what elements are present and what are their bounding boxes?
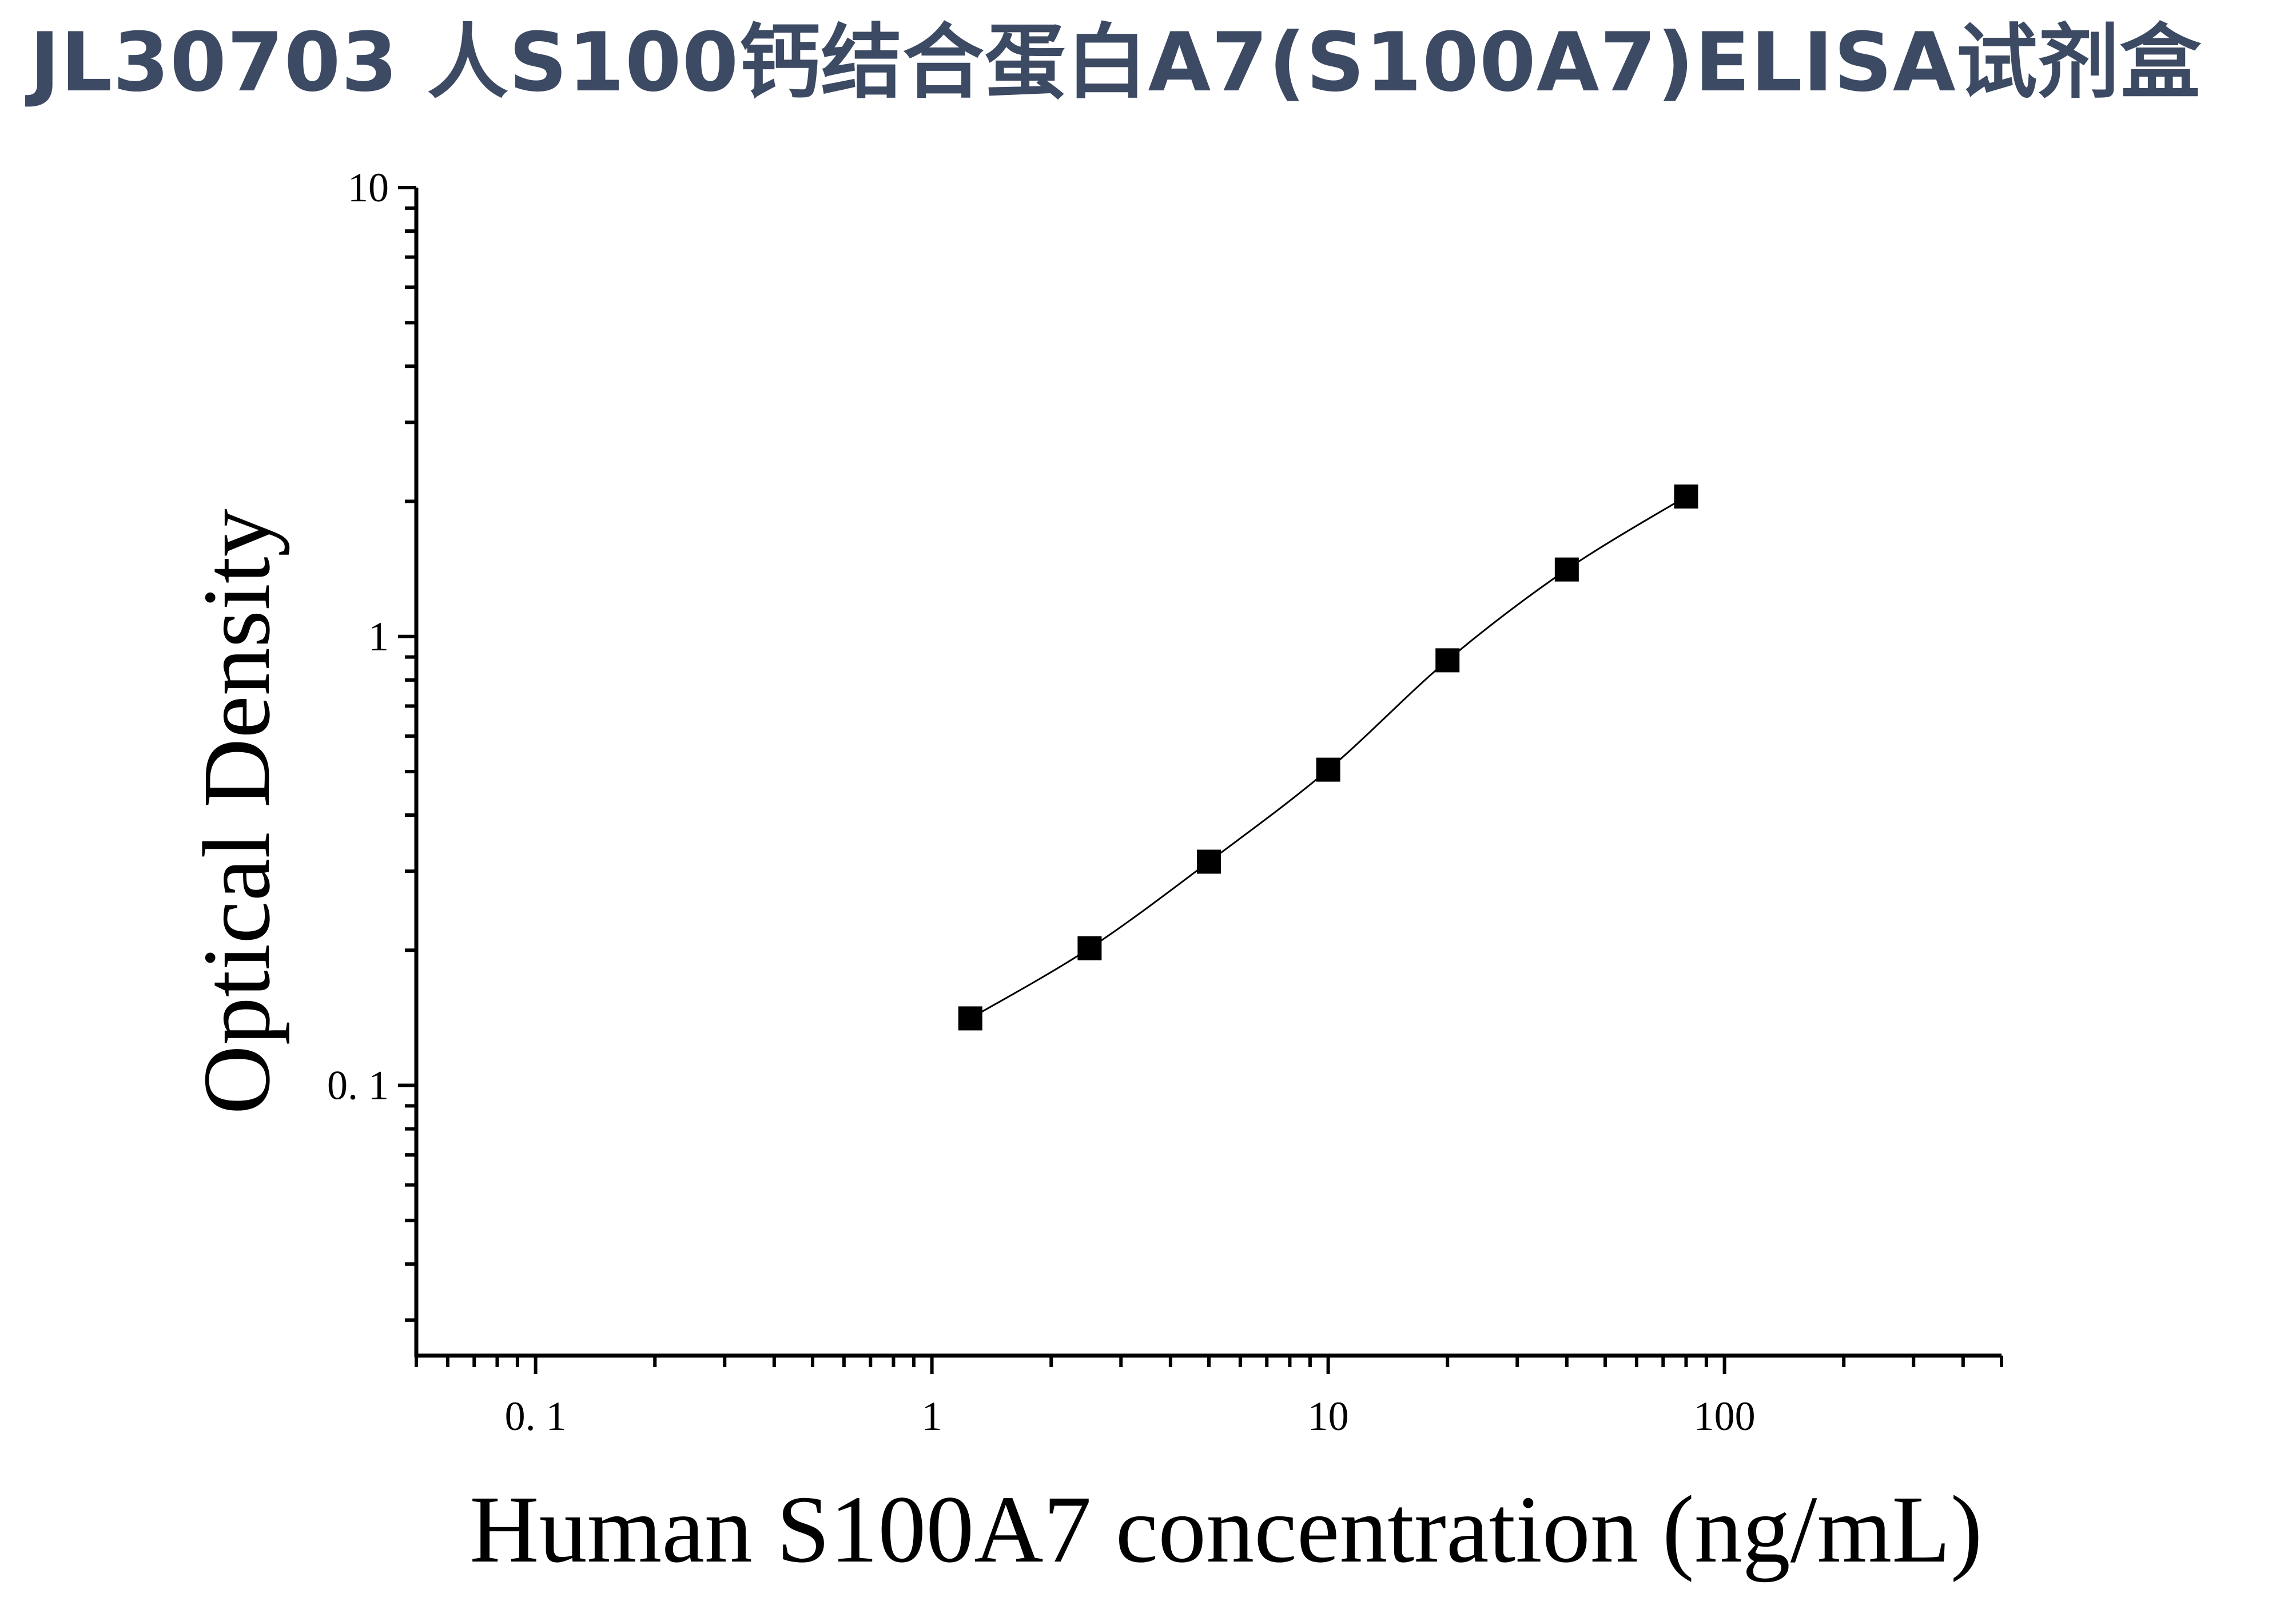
y-axis-title: Optical Density: [184, 508, 290, 1114]
data-point: [1554, 557, 1579, 582]
x-axis-title: Human S100A7 concentration (ng/mL): [469, 1476, 1982, 1583]
data-point: [1435, 648, 1460, 673]
data-point: [1316, 757, 1340, 782]
data-point: [1077, 936, 1102, 960]
data-point: [1674, 484, 1698, 509]
page-title: JL30703 人S100钙结合蛋白A7(S100A7)ELISA试剂盒: [30, 15, 2202, 110]
data-point: [958, 1006, 982, 1031]
x-tick-label: 10: [1308, 1393, 1349, 1439]
x-tick-label: 1: [922, 1393, 942, 1439]
y-tick-label: 1: [368, 614, 389, 660]
y-tick-label: 0. 1: [327, 1063, 389, 1109]
data-point: [1197, 849, 1221, 874]
x-tick-label: 100: [1694, 1393, 1756, 1439]
x-tick-label: 0. 1: [505, 1393, 567, 1439]
y-tick-label: 10: [348, 165, 389, 210]
